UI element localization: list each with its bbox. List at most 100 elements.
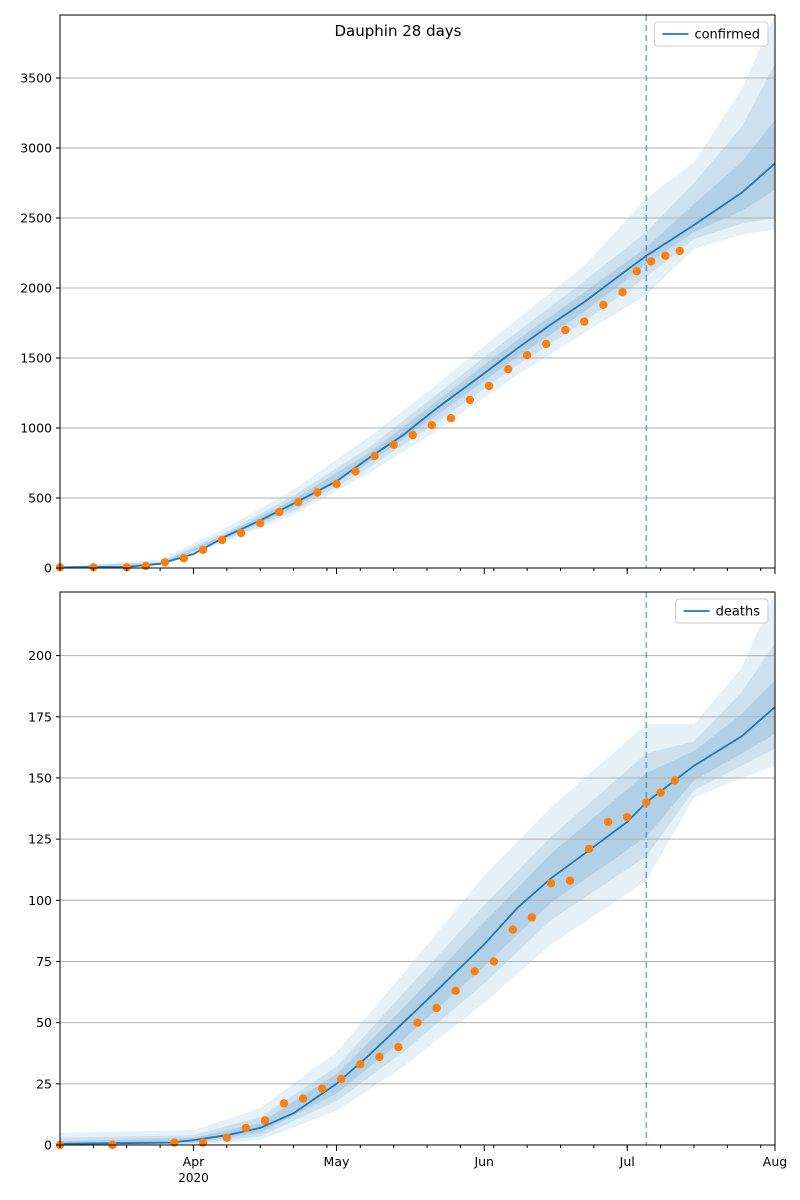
confirmed-legend-label: confirmed [694,28,760,43]
confirmed-observed-point [313,488,322,497]
confirmed-observed-point [122,563,131,572]
confirmed-legend-box [653,21,769,47]
deaths-observed-point [198,1138,208,1147]
deaths-observed-point [508,925,517,934]
deaths-observed-point [656,788,665,797]
confirmed-observed-point [160,558,170,567]
deaths-observed-point [170,1138,179,1147]
confirmed-observed-point [427,421,436,430]
confirmed-bands [60,15,775,568]
confirmed-band [60,64,775,568]
deaths-y-tick-label: 25 [36,1076,52,1091]
confirmed-observed-point [217,535,227,545]
confirmed-y-tick-label: 3000 [20,141,52,156]
deaths-observed-point [470,967,479,976]
confirmed-panel: 0 500 1000 1500 2000 2500 3000 3500 confirmed [20,14,776,576]
deaths-x-ticks: Apr May Jun Jul Aug [59,1145,787,1169]
deaths-observed-point [279,1099,289,1108]
confirmed-observed-point [198,545,208,554]
deaths-x-tick-label: Aug [763,1154,787,1169]
deaths-band [60,643,775,1145]
deaths-observed-point [623,812,632,822]
confirmed-observed-point [618,288,627,297]
confirmed-legend: confirmed [653,21,769,47]
deaths-observed-point [260,1116,270,1125]
deaths-observed-point [394,1042,403,1052]
confirmed-observed-point [522,351,532,360]
deaths-observed-point [413,1018,422,1027]
deaths-x-tick-label: Jul [619,1154,635,1169]
x-axis-year-label: 2020 [178,1171,209,1185]
deaths-x-tick-label: May [324,1154,350,1169]
confirmed-observed-point [646,257,656,266]
deaths-observed-point [604,817,613,827]
deaths-x-tick-label: Jun [473,1154,494,1169]
deaths-observed-point [356,1060,365,1069]
confirmed-axes-frame [59,14,776,569]
deaths-observed-point [337,1074,346,1084]
deaths-observed-point [489,957,498,966]
deaths-axes-frame [59,591,776,1146]
confirmed-y-tick-label: 1000 [20,421,52,436]
confirmed-observed-point [561,325,570,335]
confirmed-observed-point [632,267,641,276]
deaths-observed-point [670,776,680,785]
deaths-y-tick-label: 200 [28,648,52,663]
deaths-x-tick-label: Apr [183,1154,205,1169]
confirmed-y-tick-label: 2000 [20,281,52,296]
deaths-bands [60,592,775,1145]
deaths-y-tick-label: 0 [44,1138,52,1153]
deaths-observed-point [565,876,575,885]
figure-title: Dauphin 28 days [335,22,462,40]
deaths-band [60,592,775,1145]
confirmed-y-tick-label: 0 [44,561,52,576]
confirmed-observed-point [294,498,303,507]
confirmed-observed-point [370,451,379,461]
deaths-observed-point [222,1133,231,1142]
confirmed-observed-point [389,440,398,449]
deaths-observed-point [451,986,460,995]
confirmed-observed-point [256,519,265,528]
deaths-y-ticks: 0 25 50 75 100 125 150 175 200 [28,648,60,1153]
deaths-legend: deaths [675,598,769,624]
confirmed-band [60,15,775,568]
deaths-y-tick-label: 175 [28,709,52,724]
deaths-y-tick-label: 150 [28,770,52,785]
confirmed-observed-point [484,381,494,391]
confirmed-y-tick-label: 500 [28,491,52,506]
deaths-y-tick-label: 100 [28,893,52,908]
deaths-observed-point [432,1003,441,1013]
confirmed-observed-point [675,246,684,256]
deaths-observed-point [546,879,556,888]
confirmed-observed-point [661,251,670,260]
deaths-observed-point [642,798,651,807]
confirmed-y-tick-label: 3500 [20,71,52,86]
deaths-panel: 0 25 50 75 100 125 150 175 200 Apr May Jun Jul Aug d… [28,591,787,1169]
deaths-legend-label: deaths [716,605,761,620]
deaths-observed-point [527,913,537,922]
deaths-y-tick-label: 125 [28,832,52,847]
confirmed-observed-point [89,563,98,572]
deaths-observed-point [241,1123,251,1133]
deaths-observed-point [318,1084,327,1093]
confirmed-observed-point [446,414,456,423]
deaths-y-tick-label: 75 [36,954,52,969]
deaths-observed-point [584,844,594,854]
confirmed-observed-point [503,365,513,374]
confirmed-y-ticks: 0 500 1000 1500 2000 2500 3000 3500 [20,71,60,576]
confirmed-observed-point [351,467,360,476]
confirmed-observed-point [465,395,475,405]
confirmed-observed-point [580,317,589,326]
confirmed-observed-point [141,561,150,571]
confirmed-observed-point [408,430,417,440]
confirmed-observed-point [332,479,341,489]
confirmed-y-tick-label: 1500 [20,351,52,366]
confirmed-observed-point [275,507,284,517]
confirmed-observed-point [179,554,189,563]
confirmed-observed-points [55,246,684,572]
confirmed-observed-point [542,339,551,349]
confirmed-x-ticks [59,568,776,574]
deaths-y-tick-label: 50 [36,1015,52,1030]
confirmed-y-tick-label: 2500 [20,211,52,226]
